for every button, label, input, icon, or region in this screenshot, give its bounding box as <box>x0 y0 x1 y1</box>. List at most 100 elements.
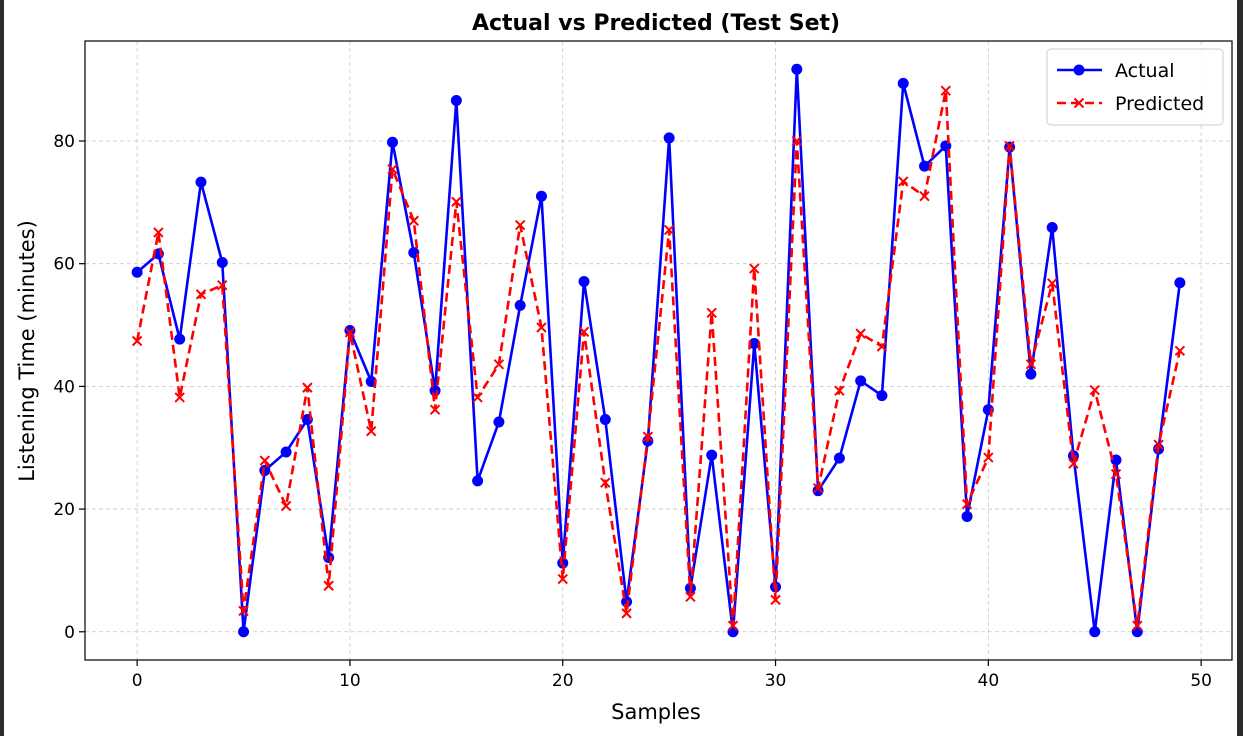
actual-point <box>1174 277 1186 289</box>
predicted-point <box>834 385 845 396</box>
plot-frame <box>84 40 1233 661</box>
actual-point <box>855 375 867 387</box>
predicted-point <box>1110 468 1122 480</box>
predicted-point <box>706 307 717 318</box>
predicted-point <box>195 289 207 300</box>
tick-layer: 0 10 20 30 40 50 0 20 40 60 80 <box>53 132 1212 691</box>
actual-point <box>493 416 505 428</box>
actual-series <box>131 63 1186 638</box>
x-axis-label: Samples <box>611 700 701 724</box>
predicted-point <box>472 392 483 403</box>
actual-point <box>1131 626 1143 638</box>
legend-actual-label: Actual <box>1115 60 1175 82</box>
predicted-point <box>514 219 526 231</box>
x-tick-label: 20 <box>552 671 574 691</box>
actual-point <box>961 510 973 522</box>
predicted-point <box>961 498 973 510</box>
actual-point <box>238 626 250 638</box>
actual-point <box>216 256 228 268</box>
actual-point <box>578 275 590 287</box>
chart-title: Actual vs Predicted (Test Set) <box>472 11 840 36</box>
actual-point <box>344 325 356 337</box>
predicted-point <box>919 191 930 202</box>
predicted-point <box>344 327 356 338</box>
predicted-point <box>727 620 739 631</box>
predicted-point <box>217 279 228 291</box>
predicted-point <box>408 215 419 226</box>
actual-point <box>472 475 484 487</box>
actual-point <box>535 190 547 202</box>
predicted-point <box>791 135 803 147</box>
predicted-point <box>557 573 568 585</box>
predicted-point <box>429 404 441 415</box>
actual-point <box>450 95 462 107</box>
chart-svg: Actual vs Predicted (Test Set) Samples L… <box>15 11 1233 724</box>
predicted-point <box>259 455 271 466</box>
predicted-point <box>685 591 696 603</box>
predicted-series <box>131 85 1186 631</box>
actual-point <box>1089 626 1101 638</box>
chart-frame: Actual vs Predicted (Test Set) Samples L… <box>4 0 1237 736</box>
actual-point <box>919 160 931 172</box>
predicted-point <box>642 431 654 442</box>
predicted-point <box>770 594 781 606</box>
predicted-point <box>366 425 377 437</box>
predicted-point <box>1046 278 1058 289</box>
predicted-point <box>600 477 611 488</box>
actual-point <box>386 136 398 148</box>
legend-actual-marker <box>1073 64 1085 76</box>
predicted-point <box>280 500 292 512</box>
y-tick-label: 20 <box>53 500 75 520</box>
actual-point <box>280 446 292 458</box>
actual-point <box>663 132 675 144</box>
actual-point <box>748 337 760 349</box>
predicted-point <box>876 341 888 352</box>
actual-point <box>791 63 803 75</box>
actual-point <box>131 266 143 278</box>
predicted-point <box>493 359 505 370</box>
series-layer <box>131 63 1186 638</box>
predicted-point <box>1025 359 1037 370</box>
actual-point <box>174 333 186 345</box>
actual-point <box>514 299 526 311</box>
y-tick-label: 80 <box>53 132 75 152</box>
predicted-point <box>1004 140 1015 152</box>
predicted-point <box>451 196 462 207</box>
y-tick-label: 0 <box>64 623 75 643</box>
actual-line <box>136 67 1182 634</box>
predicted-point <box>1132 620 1143 631</box>
x-tick-label: 30 <box>765 671 787 691</box>
legend-predicted-marker <box>1073 97 1085 109</box>
legend-predicted-label: Predicted <box>1115 93 1204 115</box>
actual-point <box>876 390 888 402</box>
predicted-point <box>1089 384 1100 396</box>
predicted-point <box>940 85 951 96</box>
actual-point <box>706 449 718 461</box>
predicted-point <box>174 392 185 403</box>
predicted-point <box>1068 458 1079 469</box>
predicted-point <box>387 164 398 175</box>
actual-point <box>195 176 207 188</box>
y-tick-label: 40 <box>53 377 75 397</box>
y-tick-label: 60 <box>53 255 75 275</box>
x-tick-label: 10 <box>339 671 361 691</box>
legend: Actual Predicted <box>1046 48 1224 126</box>
x-tick-label: 50 <box>1190 671 1212 691</box>
predicted-line <box>135 89 1182 627</box>
actual-point <box>599 414 611 426</box>
y-axis-label: Listening Time (minutes) <box>15 220 39 482</box>
actual-point <box>727 626 739 638</box>
predicted-point <box>238 605 249 617</box>
actual-point <box>1025 368 1037 380</box>
actual-point <box>812 485 824 497</box>
predicted-point <box>323 580 334 591</box>
predicted-point <box>1174 345 1186 357</box>
predicted-point <box>855 328 866 339</box>
x-tick-label: 40 <box>978 671 1000 691</box>
predicted-point <box>663 224 675 236</box>
predicted-point <box>153 227 164 238</box>
predicted-point <box>536 322 547 333</box>
predicted-point <box>983 452 994 463</box>
actual-point <box>833 452 845 464</box>
predicted-point <box>749 263 760 274</box>
